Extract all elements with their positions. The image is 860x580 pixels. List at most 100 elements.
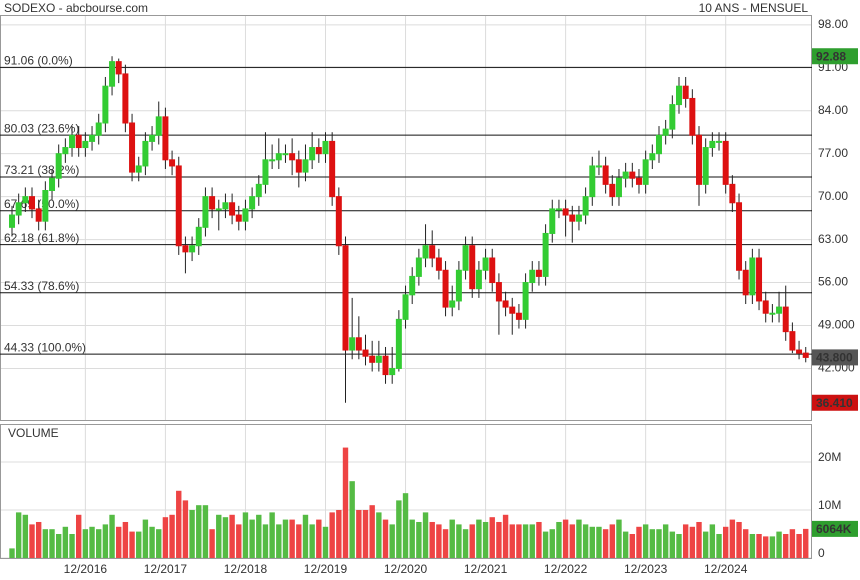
- candle-body: [95, 122, 102, 136]
- candle-body: [209, 196, 216, 210]
- candle-body: [535, 269, 542, 277]
- x-tick-label: 12/2024: [704, 562, 748, 576]
- candle-body: [615, 177, 622, 198]
- volume-bar: [302, 514, 309, 558]
- fib-label: 91.06 (0.0%): [4, 54, 73, 68]
- candle-body: [642, 159, 649, 185]
- volume-tick-label: 0: [818, 546, 825, 560]
- candle-body: [442, 269, 449, 308]
- volume-bar: [629, 533, 636, 558]
- volume-bar: [562, 519, 569, 558]
- candle-body: [469, 245, 476, 290]
- volume-bar: [749, 533, 756, 558]
- candle-body: [329, 140, 336, 198]
- candle-body: [736, 202, 743, 271]
- volume-bar: [429, 521, 435, 558]
- x-tick-label: 12/2022: [544, 562, 588, 576]
- candle-body: [522, 282, 529, 320]
- candle-body: [75, 134, 82, 149]
- volume-bar: [536, 521, 542, 558]
- candle-body: [689, 97, 696, 136]
- candle-body: [335, 196, 342, 247]
- candle-body: [249, 196, 256, 210]
- volume-bar: [496, 521, 502, 558]
- volume-bar: [382, 519, 389, 558]
- candle-body: [15, 202, 22, 216]
- candle-body: [215, 208, 222, 211]
- volume-bar: [209, 529, 215, 558]
- fib-label: 62.18 (61.8%): [4, 231, 79, 245]
- candle-body: [762, 300, 769, 314]
- candle-body: [555, 208, 562, 211]
- candle-body: [515, 312, 522, 320]
- candle-body: [409, 275, 416, 296]
- volume-bar: [622, 531, 629, 558]
- candle-body: [455, 269, 462, 302]
- x-tick-label: 12/2016: [64, 562, 108, 576]
- chart-subtitle: 10 ANS - MENSUEL: [699, 1, 809, 15]
- volume-bar: [129, 531, 135, 558]
- volume-bar: [803, 528, 809, 558]
- volume-bar: [29, 524, 35, 558]
- volume-bar: [89, 526, 95, 558]
- volume-bar: [76, 514, 82, 558]
- candle-body: [749, 257, 756, 296]
- volume-bar: [796, 533, 802, 558]
- price-badge-label: 92.88: [816, 49, 846, 63]
- candle-body: [502, 300, 509, 308]
- volume-bar: [656, 529, 662, 558]
- volume-bar: [702, 531, 709, 558]
- volume-bar: [82, 529, 89, 558]
- candle-body: [769, 312, 776, 315]
- price-badge-label: 43.800: [816, 351, 853, 365]
- volume-bar: [15, 512, 22, 558]
- volume-bar: [169, 514, 175, 558]
- candle-body: [89, 134, 96, 142]
- candle-body: [629, 171, 636, 179]
- volume-bar: [602, 529, 609, 558]
- y-tick-label: 49.000: [818, 318, 855, 332]
- candle-body: [189, 245, 196, 253]
- volume-bar: [409, 519, 415, 558]
- candle-body: [742, 269, 749, 296]
- volume-bar: [476, 519, 482, 558]
- x-tick-label: 12/2017: [144, 562, 188, 576]
- price-badge: [812, 349, 858, 366]
- price-badge-label: 36.410: [816, 396, 853, 410]
- volume-panel: [0, 424, 812, 559]
- volume-bar: [289, 519, 295, 558]
- volume-bar: [716, 533, 722, 558]
- volume-bar: [369, 505, 375, 558]
- volume-bar: [322, 526, 329, 558]
- candle-body: [295, 159, 302, 173]
- candle-body: [382, 355, 389, 376]
- volume-bar: [189, 509, 195, 558]
- volume-bar: [216, 514, 222, 558]
- volume-bar: [309, 524, 315, 558]
- candle-body: [696, 134, 703, 185]
- volume-bar: [469, 524, 475, 558]
- candle-body: [69, 134, 76, 149]
- candle-body: [549, 208, 556, 234]
- x-tick-label: 12/2021: [464, 562, 508, 576]
- candle-body: [756, 257, 763, 302]
- volume-bar: [182, 500, 189, 558]
- volume-bar: [522, 524, 529, 558]
- volume-bar: [249, 519, 255, 558]
- x-tick-label: 12/2023: [624, 562, 668, 576]
- volume-bar: [636, 526, 642, 558]
- candle-body: [509, 306, 516, 314]
- y-tick-label: 77.00: [818, 146, 848, 160]
- candle-body: [435, 257, 442, 271]
- volume-bar: [682, 524, 689, 558]
- candle-body: [262, 159, 269, 185]
- candle-body: [655, 134, 662, 155]
- volume-bar: [722, 526, 729, 558]
- volume-bar: [649, 529, 656, 558]
- candle-body: [722, 140, 729, 185]
- volume-bar: [609, 524, 615, 558]
- x-tick-label: 12/2020: [384, 562, 428, 576]
- volume-bar: [136, 531, 142, 558]
- volume-bar: [549, 529, 555, 558]
- candle-body: [676, 85, 682, 106]
